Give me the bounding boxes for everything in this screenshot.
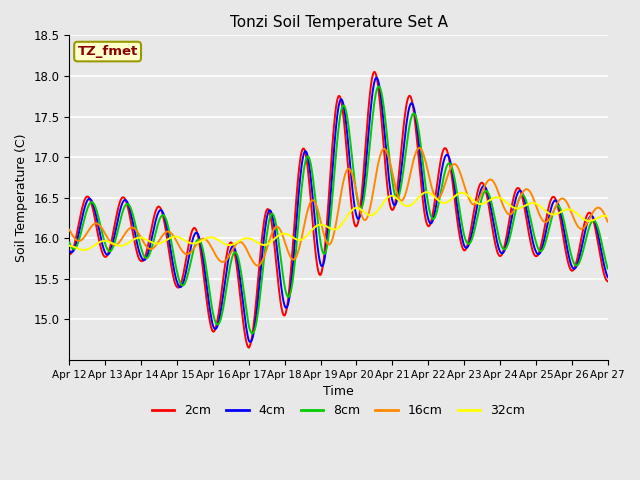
2cm	[371, 69, 378, 75]
Text: TZ_fmet: TZ_fmet	[77, 45, 138, 58]
8cm	[65, 240, 73, 246]
32cm	[404, 203, 412, 209]
2cm	[131, 239, 138, 244]
16cm	[421, 156, 429, 162]
4cm	[372, 75, 380, 81]
16cm	[604, 219, 612, 225]
Line: 16cm: 16cm	[69, 148, 608, 265]
8cm	[421, 179, 429, 184]
Y-axis label: Soil Temperature (C): Soil Temperature (C)	[15, 133, 28, 262]
16cm	[415, 145, 423, 151]
8cm	[604, 265, 612, 271]
Line: 2cm: 2cm	[69, 72, 608, 348]
Line: 4cm: 4cm	[69, 78, 608, 342]
16cm	[65, 227, 73, 233]
4cm	[421, 198, 429, 204]
8cm	[76, 237, 83, 242]
16cm	[186, 251, 193, 256]
8cm	[131, 218, 138, 224]
X-axis label: Time: Time	[323, 385, 354, 398]
4cm	[131, 228, 138, 234]
4cm	[214, 323, 221, 328]
2cm	[406, 93, 413, 99]
32cm	[186, 240, 194, 246]
32cm	[422, 189, 430, 195]
32cm	[131, 236, 139, 241]
2cm	[76, 219, 83, 225]
4cm	[76, 229, 83, 235]
Line: 32cm: 32cm	[69, 192, 608, 250]
Line: 8cm: 8cm	[69, 86, 608, 333]
16cm	[254, 263, 262, 268]
8cm	[406, 124, 413, 130]
2cm	[186, 240, 193, 245]
32cm	[65, 243, 73, 249]
32cm	[420, 190, 428, 196]
8cm	[186, 266, 193, 272]
32cm	[81, 247, 88, 253]
32cm	[76, 246, 83, 252]
8cm	[214, 322, 221, 327]
16cm	[76, 238, 83, 244]
4cm	[604, 274, 612, 280]
4cm	[406, 105, 413, 110]
2cm	[214, 316, 221, 322]
2cm	[65, 252, 73, 257]
32cm	[214, 237, 222, 243]
16cm	[214, 255, 221, 261]
16cm	[131, 226, 138, 231]
16cm	[404, 180, 412, 185]
8cm	[375, 84, 383, 89]
Legend: 2cm, 4cm, 8cm, 16cm, 32cm: 2cm, 4cm, 8cm, 16cm, 32cm	[147, 399, 530, 422]
Title: Tonzi Soil Temperature Set A: Tonzi Soil Temperature Set A	[230, 15, 447, 30]
4cm	[65, 248, 73, 253]
32cm	[604, 214, 612, 219]
4cm	[246, 339, 253, 345]
2cm	[245, 345, 253, 350]
2cm	[604, 278, 612, 284]
8cm	[248, 330, 256, 336]
2cm	[421, 213, 429, 219]
4cm	[186, 252, 193, 258]
